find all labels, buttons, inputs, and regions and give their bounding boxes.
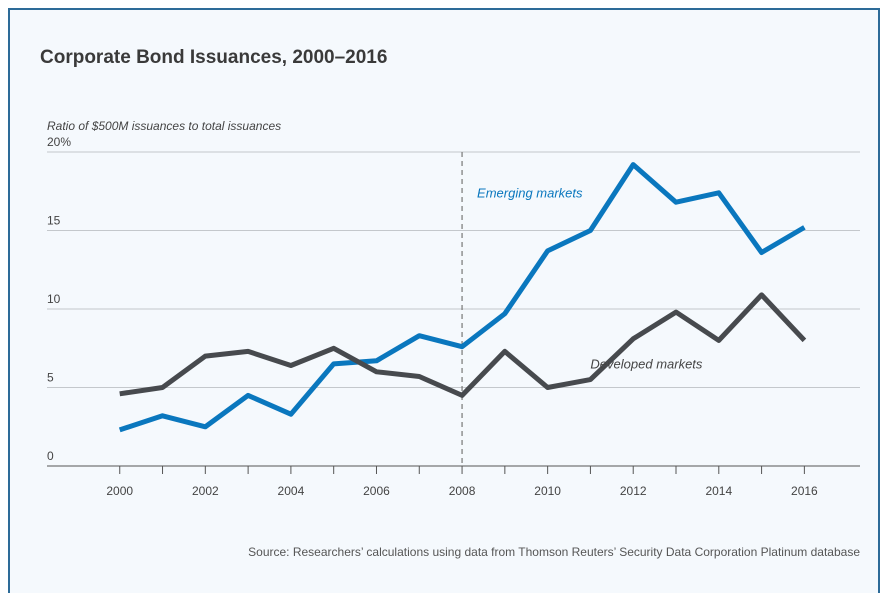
y-tick-labels: 0 5 10 15 20% [47,135,71,463]
grid-lines [47,151,860,467]
annotation-developed-markets: Developed markets [590,357,702,372]
y-axis-label: Ratio of $500M issuances to total issuan… [47,119,281,133]
x-tick-label: 2000 [106,484,133,498]
y-tick-label: 0 [47,449,54,463]
x-tick-label: 2004 [278,484,305,498]
y-tick-label: 5 [47,371,54,385]
emerging-markets-line [118,162,806,433]
x-tick-label: 2002 [192,484,219,498]
x-tick-label: 2008 [449,484,476,498]
x-tick-label: 2010 [534,484,561,498]
annotation-emerging-markets: Emerging markets [477,186,583,201]
series-lines [118,162,807,433]
y-tick-label: 15 [47,214,61,228]
x-tick-label: 2012 [620,484,647,498]
y-tick-label: 20% [47,135,71,149]
chart-frame [8,8,880,593]
x-tick-label: 2016 [791,484,818,498]
x-axis-ticks: 2000 2002 2004 2006 2008 2010 2012 2014 2016 [106,466,818,498]
x-tick-label: 2014 [705,484,732,498]
developed-markets-line [119,292,807,398]
y-tick-label: 10 [47,292,61,306]
chart-title: Corporate Bond Issuances, 2000–2016 [40,47,388,68]
source-note: Source: Researchers’ calculations using … [248,545,860,559]
x-tick-label: 2006 [363,484,390,498]
